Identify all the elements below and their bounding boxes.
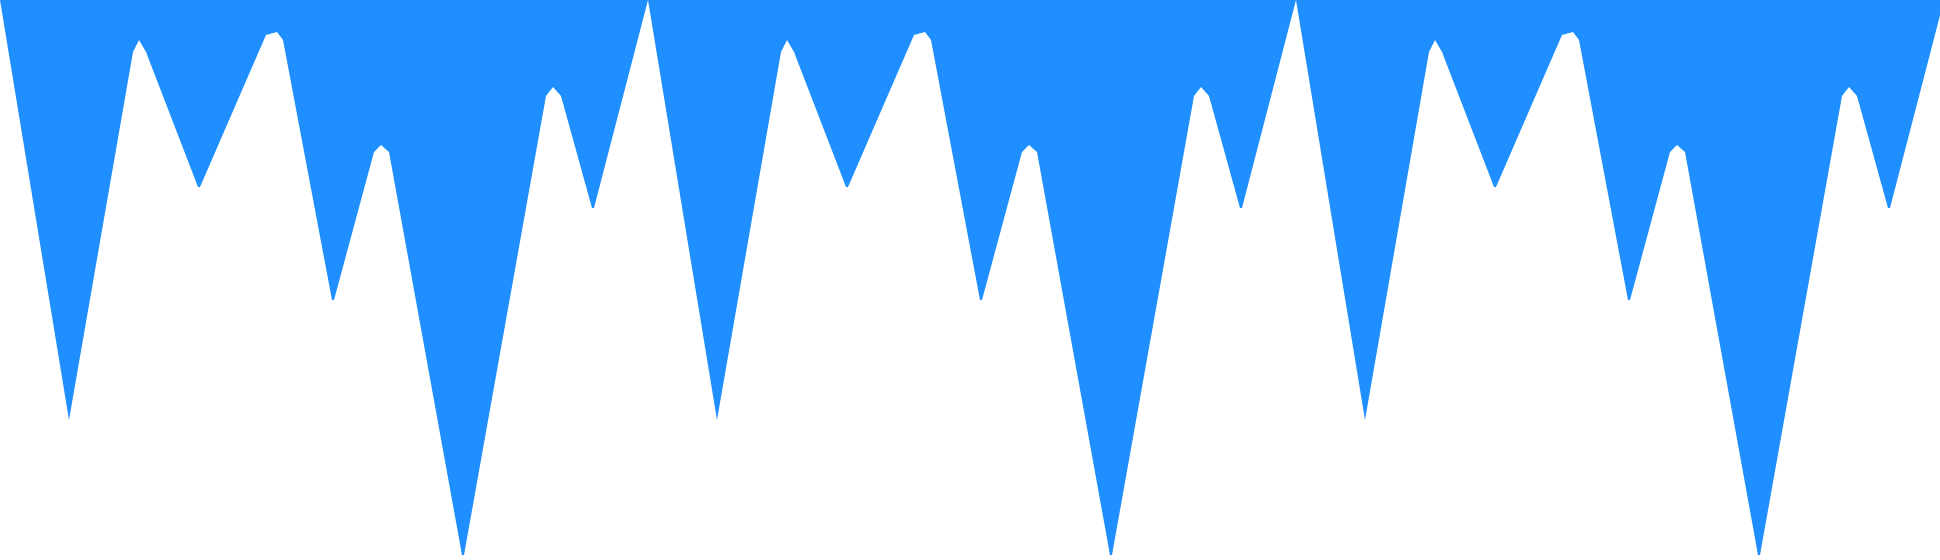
icicle-tile [648, 0, 1296, 555]
icicle-tile [1296, 0, 1940, 555]
icicle-tile [0, 0, 648, 555]
